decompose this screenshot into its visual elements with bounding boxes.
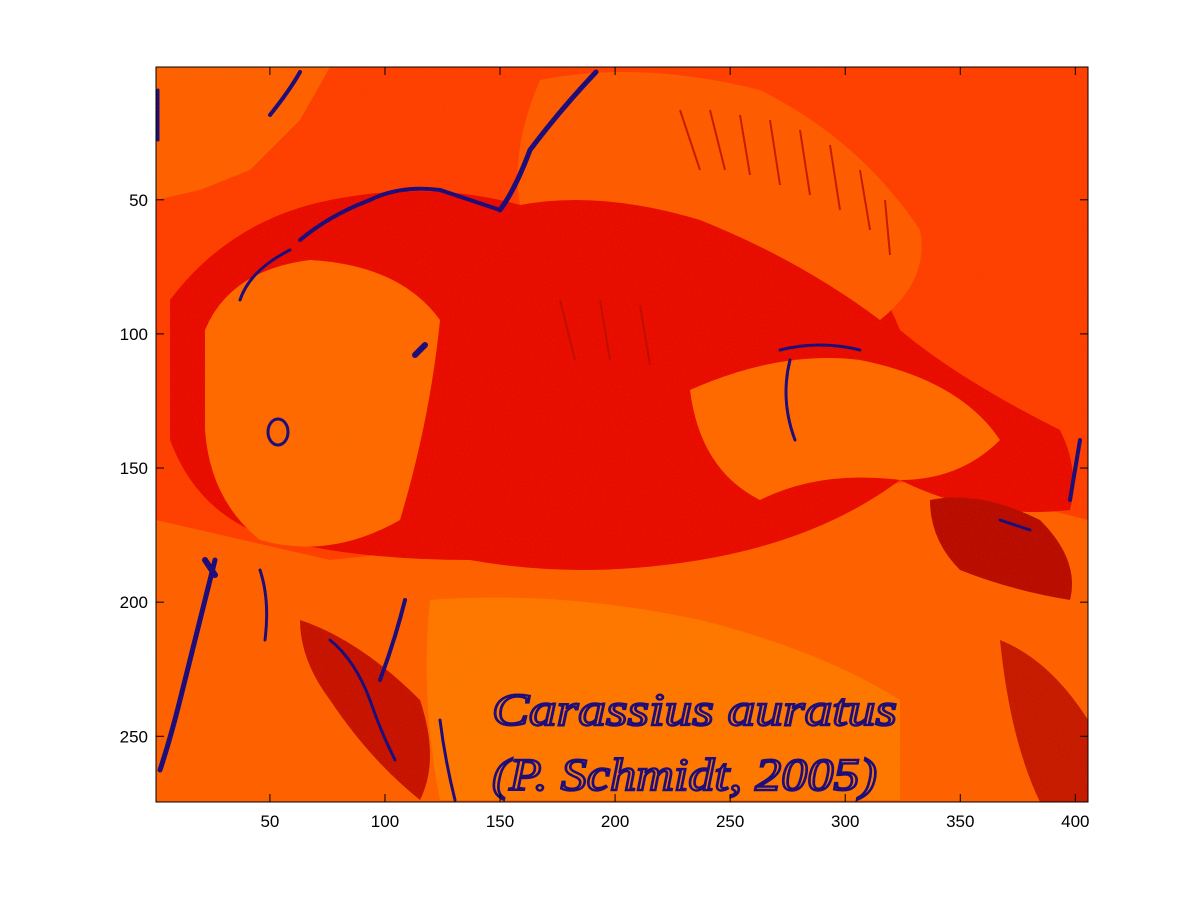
heatmap-grain: [156, 67, 1088, 802]
heatmap-image: Carassius auratus (P. Schmidt, 2005): [156, 67, 1088, 802]
x-tick-label: 250: [716, 812, 744, 831]
x-tick-label: 50: [260, 812, 279, 831]
y-tick-label: 50: [129, 191, 148, 210]
x-tick-label: 400: [1061, 812, 1089, 831]
y-tick-label: 150: [120, 459, 148, 478]
x-axis: 50 100 150 200 250 300 350 400: [260, 67, 1090, 831]
x-tick-label: 100: [371, 812, 399, 831]
x-tick-label: 200: [601, 812, 629, 831]
y-tick-label: 200: [120, 593, 148, 612]
x-tick-label: 300: [831, 812, 859, 831]
x-tick-label: 150: [486, 812, 514, 831]
x-tick-label: 350: [946, 812, 974, 831]
y-tick-label: 250: [120, 727, 148, 746]
axes-frame: [155, 66, 1089, 803]
y-tick-label: 100: [120, 325, 148, 344]
y-axis: 50 100 150 200 250: [120, 191, 1088, 746]
